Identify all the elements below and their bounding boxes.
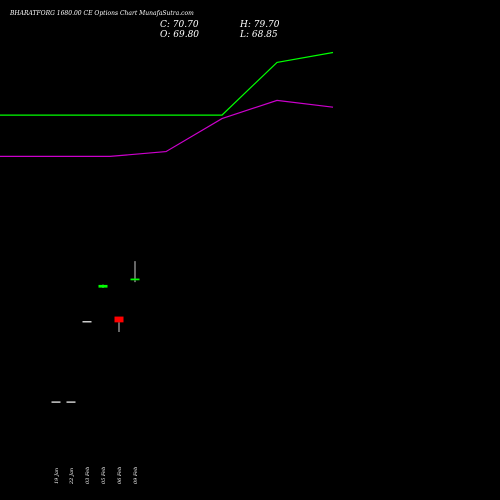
- x-tick-label: 09 Feb: [133, 467, 139, 484]
- candle-body: [114, 316, 124, 323]
- open-value: O: 69.80: [160, 30, 200, 40]
- x-tick-label: 19 Jan: [54, 468, 60, 484]
- ma-fast-line: [0, 51, 334, 116]
- x-tick-label: 22 Jan: [69, 468, 75, 485]
- x-tick-label: 03 Feb: [85, 467, 91, 484]
- candle-body: [82, 321, 92, 323]
- ma-slow-line: [0, 99, 334, 157]
- x-tick-label: 05 Feb: [101, 467, 107, 484]
- candle-body: [98, 284, 108, 288]
- candle-body: [51, 401, 61, 403]
- close-value: C: 70.70: [160, 20, 199, 30]
- chart-title: BHARATFORG 1680.00 CE Options Chart Muna…: [10, 10, 194, 17]
- x-tick-label: 06 Feb: [117, 467, 123, 484]
- candle-body: [130, 278, 140, 281]
- low-value: L: 68.85: [240, 30, 278, 40]
- candle-body: [66, 401, 76, 403]
- high-value: H: 79.70: [240, 20, 280, 30]
